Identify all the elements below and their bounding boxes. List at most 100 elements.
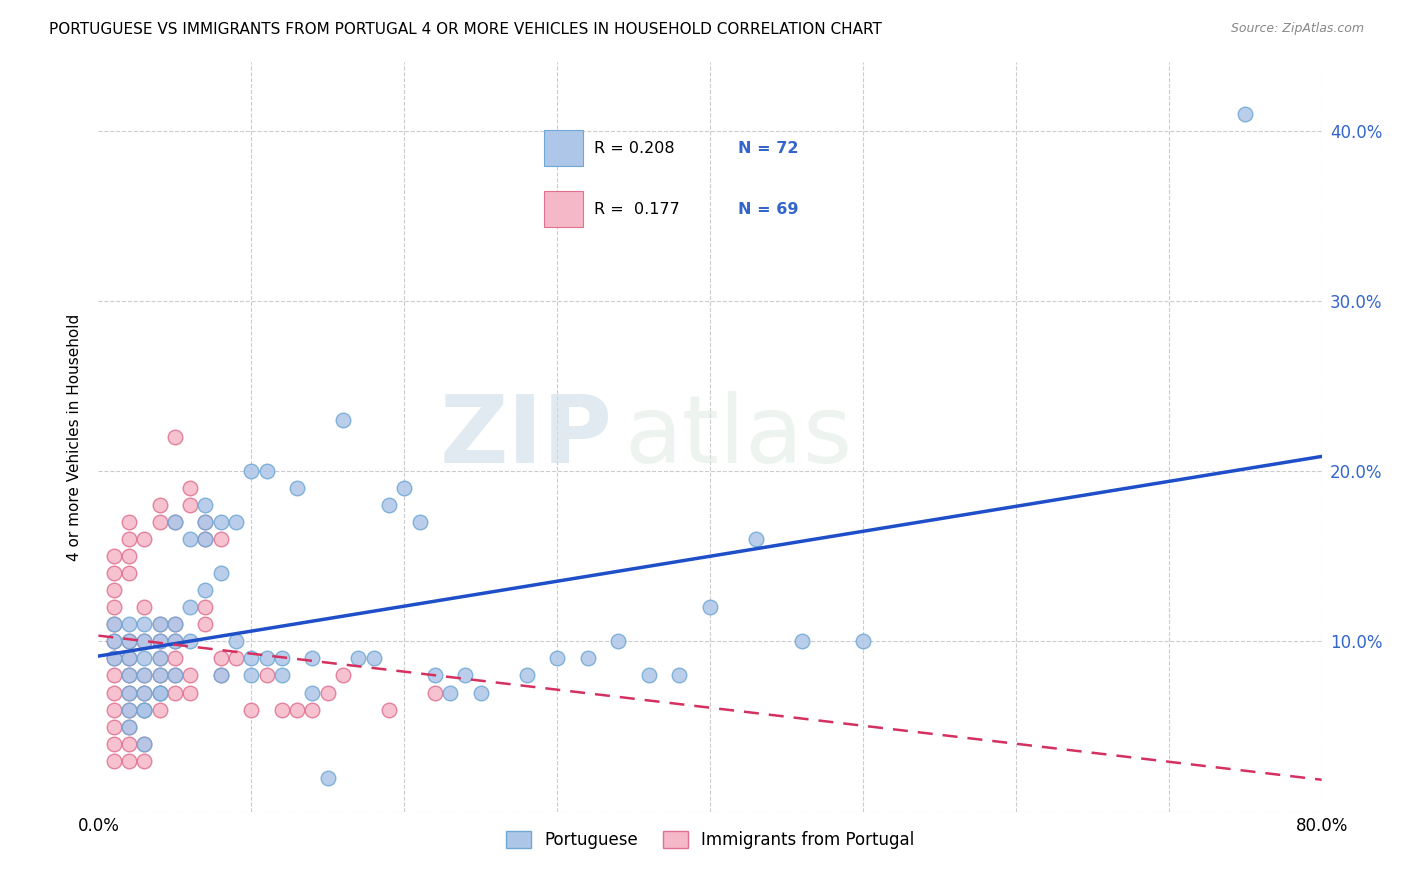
Point bbox=[347, 651, 370, 665]
Point bbox=[118, 702, 141, 716]
Point bbox=[332, 413, 354, 427]
Point bbox=[149, 498, 172, 512]
Point bbox=[179, 685, 201, 699]
Point bbox=[134, 668, 156, 682]
Point bbox=[134, 600, 156, 615]
Point bbox=[149, 634, 172, 648]
Point bbox=[163, 617, 186, 632]
Point bbox=[194, 583, 217, 598]
Point bbox=[256, 464, 278, 478]
Point bbox=[103, 634, 125, 648]
Point bbox=[103, 702, 125, 716]
Point bbox=[332, 668, 354, 682]
Point bbox=[699, 600, 721, 615]
Point bbox=[790, 634, 813, 648]
Point bbox=[118, 566, 141, 581]
Point bbox=[285, 481, 308, 495]
Point bbox=[134, 737, 156, 751]
Point bbox=[134, 702, 156, 716]
Point bbox=[149, 685, 172, 699]
Point bbox=[149, 651, 172, 665]
Point bbox=[163, 430, 186, 444]
Point bbox=[134, 702, 156, 716]
Point bbox=[209, 668, 232, 682]
Point bbox=[163, 685, 186, 699]
Point bbox=[209, 651, 232, 665]
Point bbox=[103, 720, 125, 734]
Point bbox=[285, 702, 308, 716]
Point bbox=[270, 651, 292, 665]
Point bbox=[179, 533, 201, 547]
Point bbox=[163, 515, 186, 529]
Point bbox=[454, 668, 477, 682]
Point bbox=[149, 702, 172, 716]
Point bbox=[363, 651, 385, 665]
Point bbox=[225, 634, 247, 648]
Point bbox=[103, 634, 125, 648]
Point bbox=[134, 685, 156, 699]
Point bbox=[163, 515, 186, 529]
Point bbox=[194, 533, 217, 547]
Point bbox=[179, 600, 201, 615]
Point bbox=[118, 515, 141, 529]
Point bbox=[149, 668, 172, 682]
Point bbox=[118, 668, 141, 682]
Point bbox=[607, 634, 630, 648]
Point bbox=[149, 617, 172, 632]
Point bbox=[378, 498, 401, 512]
Point bbox=[163, 668, 186, 682]
Point bbox=[118, 685, 141, 699]
Point bbox=[209, 668, 232, 682]
Point bbox=[118, 651, 141, 665]
Point bbox=[134, 634, 156, 648]
Point bbox=[134, 702, 156, 716]
Point bbox=[423, 685, 446, 699]
Point bbox=[163, 617, 186, 632]
Point bbox=[270, 668, 292, 682]
Point bbox=[149, 685, 172, 699]
Point bbox=[149, 651, 172, 665]
Point bbox=[256, 651, 278, 665]
Point bbox=[118, 685, 141, 699]
Point bbox=[103, 600, 125, 615]
Point bbox=[134, 754, 156, 768]
Point bbox=[103, 566, 125, 581]
Point bbox=[103, 754, 125, 768]
Point bbox=[225, 515, 247, 529]
Point bbox=[209, 566, 232, 581]
Point bbox=[118, 754, 141, 768]
Point bbox=[240, 668, 263, 682]
Point bbox=[194, 600, 217, 615]
Point bbox=[118, 702, 141, 716]
Point bbox=[194, 515, 217, 529]
Point bbox=[103, 617, 125, 632]
Point bbox=[179, 634, 201, 648]
Point bbox=[149, 634, 172, 648]
Point bbox=[103, 685, 125, 699]
Point bbox=[118, 634, 141, 648]
Point bbox=[134, 668, 156, 682]
Text: ZIP: ZIP bbox=[439, 391, 612, 483]
Point bbox=[134, 634, 156, 648]
Point bbox=[240, 702, 263, 716]
Point bbox=[576, 651, 599, 665]
Point bbox=[118, 549, 141, 564]
Point bbox=[423, 668, 446, 682]
Point bbox=[103, 617, 125, 632]
Point bbox=[392, 481, 416, 495]
Point bbox=[179, 498, 201, 512]
Point bbox=[163, 634, 186, 648]
Point bbox=[149, 668, 172, 682]
Point bbox=[546, 651, 568, 665]
Point bbox=[194, 515, 217, 529]
Point bbox=[378, 702, 401, 716]
Point bbox=[745, 533, 768, 547]
Point bbox=[118, 720, 141, 734]
Point bbox=[316, 685, 339, 699]
Text: atlas: atlas bbox=[624, 391, 852, 483]
Point bbox=[118, 720, 141, 734]
Point bbox=[134, 533, 156, 547]
Point bbox=[194, 498, 217, 512]
Text: PORTUGUESE VS IMMIGRANTS FROM PORTUGAL 4 OR MORE VEHICLES IN HOUSEHOLD CORRELATI: PORTUGUESE VS IMMIGRANTS FROM PORTUGAL 4… bbox=[49, 22, 882, 37]
Point bbox=[118, 668, 141, 682]
